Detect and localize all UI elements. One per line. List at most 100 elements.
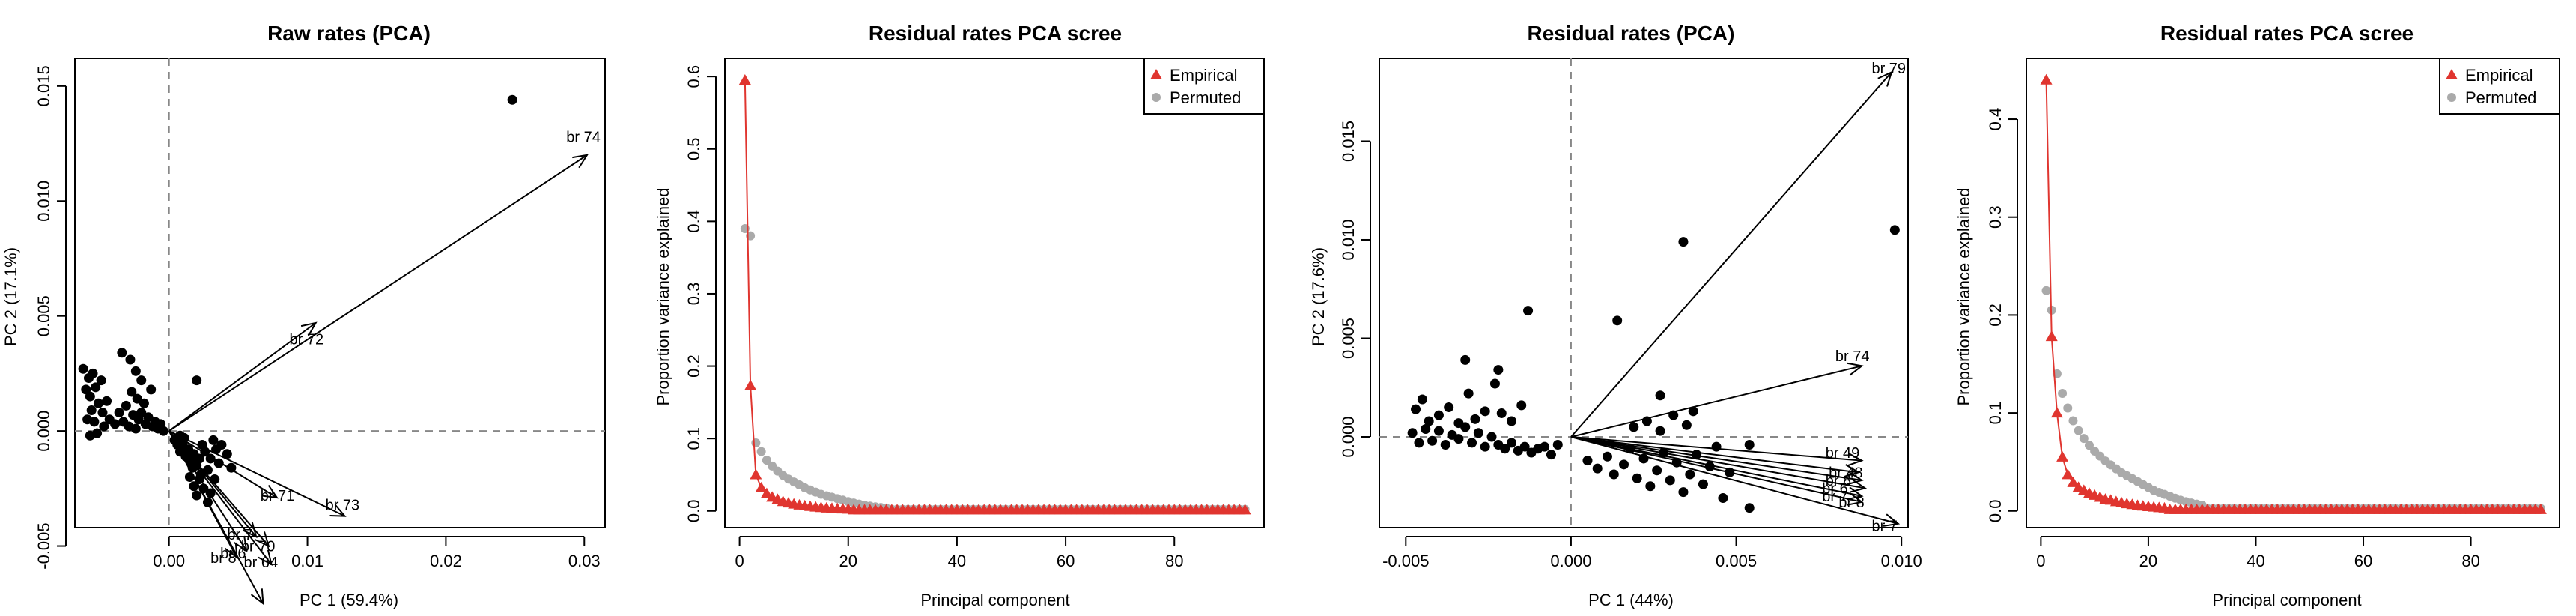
x-tick-label: 40 (948, 552, 966, 570)
loading-vector (168, 322, 317, 432)
y-tick-label: 0.2 (1986, 304, 2005, 327)
loading-vector (1570, 436, 1862, 481)
data-point (89, 417, 100, 427)
data-point (1424, 416, 1434, 426)
data-point (1744, 503, 1755, 513)
data-point (85, 391, 95, 402)
data-point (1655, 426, 1665, 436)
y-axis-label: Proportion variance explained (1954, 187, 1973, 405)
data-point (1489, 378, 1500, 389)
empirical-point (2062, 468, 2074, 480)
empirical-point (2045, 330, 2058, 342)
vector-label: br 71 (261, 488, 295, 504)
data-point (121, 400, 131, 411)
data-point (1655, 390, 1665, 401)
data-point (1688, 406, 1698, 417)
vector-label: br 72 (290, 331, 324, 348)
data-point (1516, 400, 1527, 411)
loading-vector (1570, 71, 1892, 438)
data-point (1592, 463, 1603, 474)
loading-vector (168, 430, 238, 558)
permuted-point (756, 447, 766, 456)
data-point (1507, 438, 1516, 448)
x-tick-label: 80 (2461, 552, 2479, 570)
x-tick-label: 40 (2247, 552, 2264, 570)
y-tick-label: 0.010 (34, 181, 53, 222)
vector-arrowhead (329, 504, 347, 517)
x-tick-label: -0.005 (1382, 552, 1429, 570)
data-point (1681, 420, 1692, 430)
x-tick-label: 0.02 (430, 552, 462, 570)
panel-raw-rates-pca: Raw rates (PCA) PC 1 (59.4%) PC 2 (17.1%… (1, 22, 606, 616)
vector-arrowhead (255, 531, 270, 548)
empirical-line (744, 79, 1245, 511)
empirical-point (2056, 450, 2069, 462)
data-point (1519, 441, 1530, 452)
data-point (189, 481, 199, 492)
data-point (1632, 473, 1642, 483)
y-tick-label: 0.4 (684, 210, 703, 233)
data-point (86, 405, 97, 415)
data-point (1678, 237, 1689, 247)
data-point (88, 368, 98, 378)
permuted-point (2084, 441, 2094, 450)
data-point (132, 393, 142, 404)
y-axis-label: PC 2 (17.1%) (1, 247, 20, 346)
empirical-point (750, 468, 762, 480)
data-point (97, 408, 108, 418)
data-point (130, 366, 141, 376)
data-point (96, 375, 106, 386)
panel-residual-scree-2: Residual rates PCA scree Principal compo… (1954, 22, 2560, 609)
permuted-point (2058, 388, 2068, 398)
data-point (222, 449, 232, 459)
data-point (1612, 315, 1623, 326)
vector-label: br 6 (1822, 480, 1847, 497)
permuted-point (2068, 416, 2078, 426)
data-point (1421, 423, 1431, 434)
y-axis-label: Proportion variance explained (654, 187, 672, 405)
vector-arrowhead (1883, 513, 1901, 527)
loading-vector (1570, 436, 1865, 489)
data-point (1417, 394, 1427, 405)
data-point (1433, 426, 1444, 436)
loading-vector (168, 430, 248, 552)
vector-label: br 8 (210, 550, 236, 567)
data-point (93, 398, 103, 408)
panel-title: Residual rates (PCA) (1528, 22, 1735, 45)
x-tick-label: 20 (2139, 552, 2157, 570)
y-tick-label: 0.000 (34, 411, 53, 452)
y-tick-label: 0.2 (684, 354, 703, 378)
loading-vector (1570, 436, 1859, 474)
data-point (1645, 481, 1656, 492)
data-point (1744, 440, 1755, 450)
y-tick-label: 0.005 (1339, 318, 1358, 359)
data-point (194, 453, 204, 464)
empirical-point (1239, 504, 1251, 515)
loading-vector (1570, 436, 1899, 525)
y-tick-label: 0.0 (1986, 499, 2005, 522)
permuted-point (2041, 286, 2051, 295)
x-tick-label: 0.00 (153, 552, 185, 570)
empirical-point (744, 379, 757, 390)
data-point (1463, 388, 1474, 399)
data-point (1552, 440, 1563, 450)
data-point (1652, 465, 1662, 476)
vector-label: br 6 (245, 615, 270, 616)
x-axis-label: PC 1 (59.4%) (300, 591, 398, 609)
x-tick-label: 0.010 (1881, 552, 1922, 570)
data-point (125, 354, 136, 365)
x-tick-label: 0 (735, 552, 744, 570)
data-point (85, 430, 95, 441)
legend-permuted-swatch (2447, 93, 2456, 102)
legend-permuted-swatch (1152, 93, 1161, 102)
vector-label: br 74 (1835, 348, 1870, 365)
legend-permuted-label: Permuted (2465, 88, 2536, 107)
x-axis-label: PC 1 (44%) (1588, 591, 1674, 609)
data-point (1507, 416, 1516, 426)
data-point (192, 375, 202, 386)
data-point (1440, 440, 1450, 450)
x-tick-label: 0.03 (568, 552, 601, 570)
panel-title: Residual rates PCA scree (2160, 22, 2414, 45)
data-point (110, 419, 121, 429)
